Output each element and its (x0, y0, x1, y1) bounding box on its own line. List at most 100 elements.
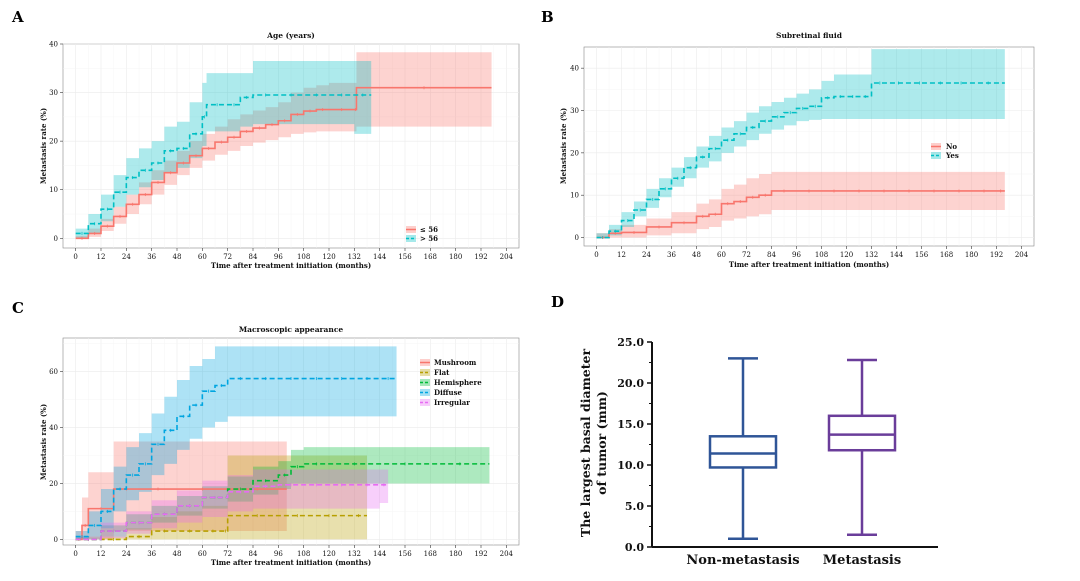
panel-b-xlabel: Time after treatment initiation (months) (729, 260, 889, 269)
legend-a-label-le56: ≤ 56 (420, 225, 438, 234)
panel-b-xtick-168: 168 (940, 251, 953, 259)
panel-c-xtick-24: 24 (122, 550, 131, 558)
panel-c-xtick-12: 12 (97, 550, 106, 558)
panel-a-xtick-180: 180 (449, 253, 462, 261)
panel-c-ytick-0: 0 (54, 536, 58, 544)
panel-c-xtick-204: 204 (500, 550, 514, 558)
panel-a-series-gt-56 (75, 94, 372, 235)
panel-a-xtick-132: 132 (348, 253, 361, 261)
panel-b-xtick-12: 12 (617, 251, 626, 259)
panel-c-xtick-192: 192 (474, 550, 487, 558)
panel-a-series-le-56 (75, 86, 492, 240)
panel-a-xtick-168: 168 (424, 253, 437, 261)
panel-letter-d: D (551, 293, 564, 311)
panel-c-xtick-84: 84 (249, 550, 258, 558)
panel-b-xtick-48: 48 (692, 251, 701, 259)
panel-d-ytick-5: 5.0 (625, 500, 644, 513)
panel-letter-a: A (11, 8, 24, 26)
panel-b-ytick-20: 20 (570, 149, 579, 157)
panel-c-xtick-168: 168 (424, 550, 437, 558)
legend-c-label-diffuse: Diffuse (434, 388, 463, 397)
panel-d-ylabel-line2: of tumor (mm) (594, 391, 609, 495)
panel-a-ytick-20: 20 (49, 138, 58, 146)
panel-c-ytick-40: 40 (49, 424, 58, 432)
panel-d-ylabel-line1: The largest basal diameter (578, 349, 593, 538)
panel-letter-c: C (12, 299, 24, 317)
panel-c-xlabel: Time after treatment initiation (months) (211, 558, 371, 567)
panel-b-xtick-72: 72 (742, 251, 751, 259)
panel-b-xtick-144: 144 (890, 251, 904, 259)
panel-b-chart: Subretinal fluid 0 12 24 36 48 60 72 84 96 108 120… (559, 31, 1035, 269)
legend-c-label-mushroom: Mushroom (434, 358, 477, 367)
panel-b-ci-band-no (596, 171, 1005, 238)
panel-c-xtick-0: 0 (73, 550, 77, 558)
panel-a-xtick-96: 96 (274, 253, 283, 261)
panel-c-ci-band-diffuse (75, 346, 397, 540)
panel-b-xtick-192: 192 (990, 251, 1003, 259)
panel-b-ci-band-yes (596, 49, 1005, 238)
panel-b-series-yes (596, 82, 1005, 239)
panel-a-xtick-12: 12 (97, 253, 106, 261)
panel-c-xtick-36: 36 (147, 550, 156, 558)
panel-d-ytick-15: 15.0 (617, 418, 644, 431)
panel-a-xtick-120: 120 (322, 253, 335, 261)
panel-d-ytick-25: 25.0 (617, 336, 644, 349)
panel-a-title: Age (years) (266, 31, 315, 40)
panel-c-chart: Macroscopic appearance 0 12 24 36 48 60 72 84 96… (39, 325, 520, 567)
panel-b-xtick-24: 24 (642, 251, 651, 259)
panel-b-ytick-0: 0 (575, 234, 579, 242)
panel-b-ylabel: Metastasis rate (%) (559, 108, 568, 184)
panel-b-ytick-40: 40 (570, 65, 579, 73)
panel-a-xtick-156: 156 (398, 253, 412, 261)
legend-c-label-hemisphere: Hemisphere (434, 378, 482, 387)
panel-b-ytick-30: 30 (570, 107, 579, 115)
panel-a-ci-band-gt-56 (75, 61, 372, 239)
box-non-metastasis-iqr (708, 435, 778, 469)
panel-a-ytick-10: 10 (49, 186, 58, 194)
panel-a-xtick-204: 204 (500, 253, 514, 261)
box-metastasis-iqr (827, 414, 897, 452)
panel-a-xtick-60: 60 (198, 253, 207, 261)
panel-a-xtick-84: 84 (249, 253, 258, 261)
panel-c-ci-band-flat (75, 455, 368, 540)
panel-a-xtick-36: 36 (147, 253, 156, 261)
panel-c-ci-band-hemisphere (75, 447, 490, 540)
legend-b-label-no: No (946, 142, 957, 151)
panel-b-ytick-10: 10 (570, 192, 579, 200)
panel-b-xtick-84: 84 (767, 251, 776, 259)
panel-b-xtick-60: 60 (717, 251, 726, 259)
panel-b-xtick-96: 96 (792, 251, 801, 259)
panel-a-xtick-192: 192 (474, 253, 487, 261)
panel-c-xtick-132: 132 (348, 550, 361, 558)
panel-letter-b: B (541, 8, 554, 26)
panel-b-legend: No Yes (931, 142, 959, 160)
panel-a-ytick-0: 0 (54, 235, 58, 243)
panel-c-xtick-48: 48 (173, 550, 182, 558)
panel-a-xtick-48: 48 (173, 253, 182, 261)
panel-b-xtick-120: 120 (840, 251, 853, 259)
panel-b-title: Subretinal fluid (776, 31, 843, 40)
panel-a-xtick-144: 144 (373, 253, 387, 261)
panel-a-xtick-24: 24 (122, 253, 131, 261)
panel-a-xtick-0: 0 (73, 253, 77, 261)
panel-b-xtick-204: 204 (1015, 251, 1029, 259)
panel-c-ylabel: Metastasis rate (%) (39, 404, 48, 480)
panel-d-ytick-0: 0.0 (625, 541, 644, 554)
panel-c-xtick-120: 120 (322, 550, 335, 558)
panel-b-xtick-132: 132 (865, 251, 878, 259)
panel-d-category-non-metastasis: Non-metastasis (686, 553, 799, 568)
legend-b-label-yes: Yes (945, 151, 959, 160)
panel-c-xtick-144: 144 (373, 550, 387, 558)
legend-a-label-gt56: > 56 (420, 234, 438, 243)
panel-c-ytick-20: 20 (49, 480, 58, 488)
panel-a-ci-band-le-56 (75, 52, 492, 239)
panel-c-ci-band-irregular (75, 469, 389, 540)
panel-a-chart: Age (years) 0 12 24 36 48 60 72 84 96 108 120 132 14… (39, 31, 520, 270)
panel-a-ylabel: Metastasis rate (%) (39, 108, 48, 184)
panel-a-ytick-40: 40 (49, 41, 58, 49)
panel-b-series-no (596, 190, 1005, 239)
panel-c-xtick-156: 156 (398, 550, 412, 558)
panel-b-xtick-180: 180 (965, 251, 978, 259)
